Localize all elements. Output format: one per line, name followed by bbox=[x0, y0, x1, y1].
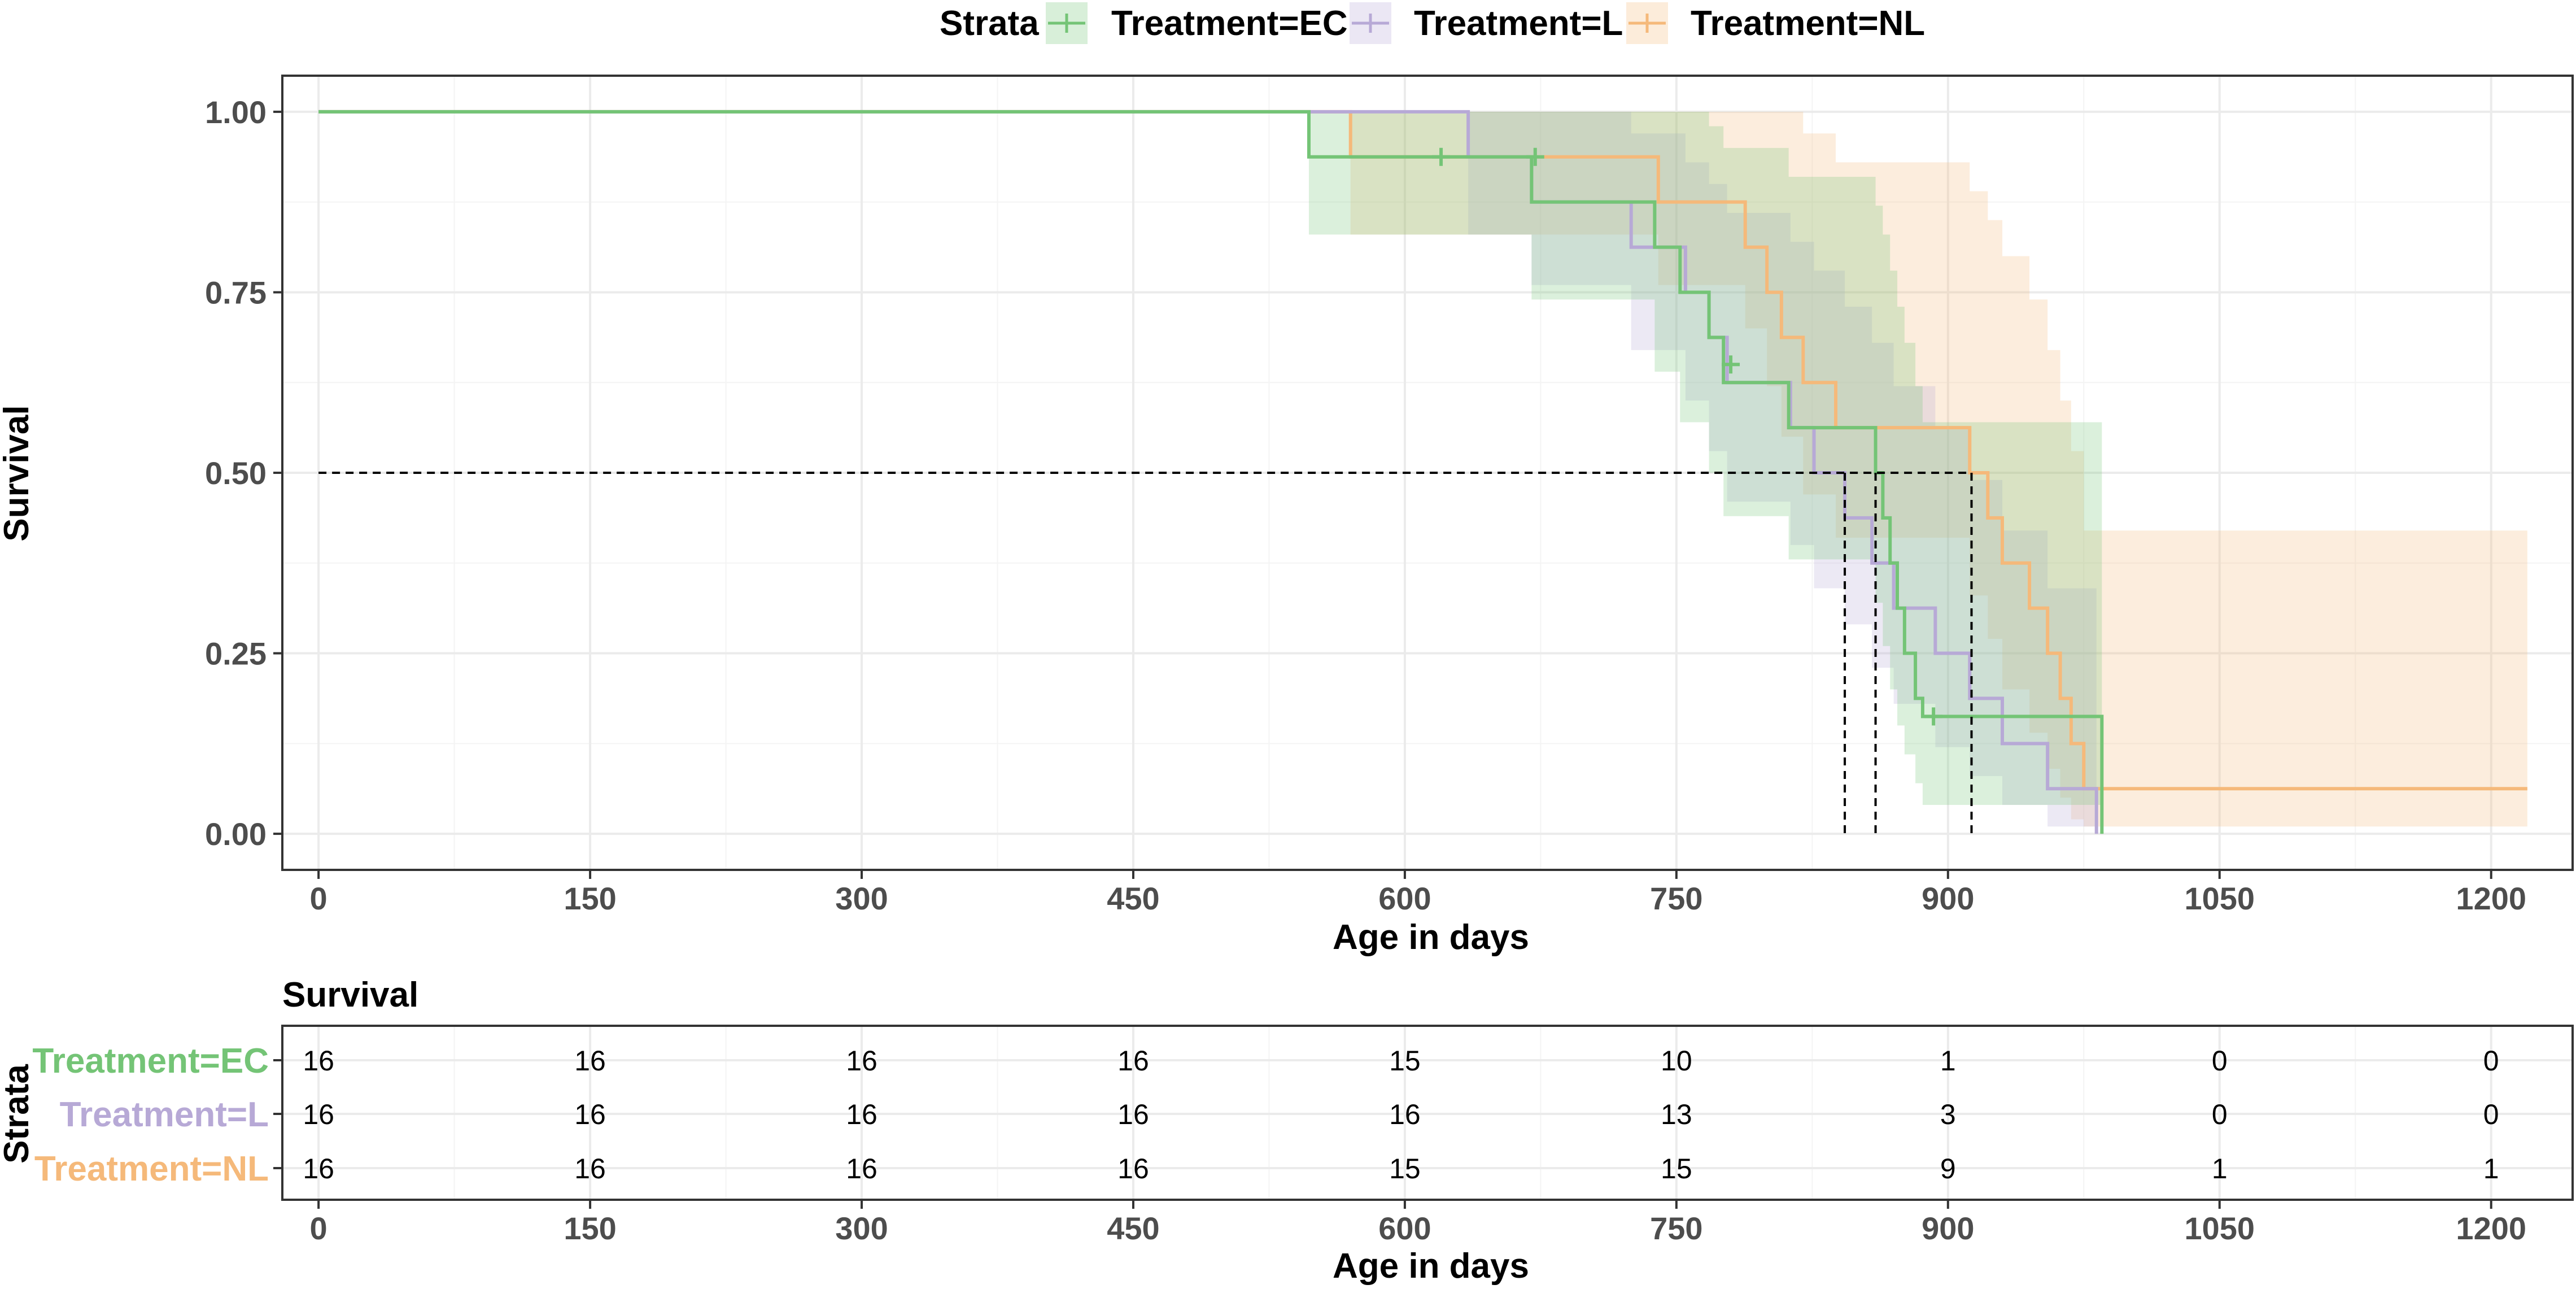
risk-cell-ec: 0 bbox=[2212, 1045, 2228, 1077]
risk-cell-l: 16 bbox=[574, 1099, 606, 1130]
x-axis-ticks: 0 150 300 450 600 750 900 1050 1200 bbox=[310, 870, 2526, 916]
risk-x-tick-label: 1200 bbox=[2456, 1210, 2526, 1246]
risk-table-gridlines bbox=[282, 1026, 2573, 1200]
censor-mark-ec bbox=[1722, 355, 1740, 374]
risk-cell-ec: 0 bbox=[2483, 1045, 2499, 1077]
x-tick-label: 300 bbox=[835, 881, 888, 916]
x-tick-label: 150 bbox=[564, 881, 616, 916]
risk-x-tick-label: 1050 bbox=[2184, 1210, 2255, 1246]
risk-x-tick-label: 150 bbox=[564, 1210, 616, 1246]
risk-row-label-ec: Treatment=EC bbox=[32, 1042, 269, 1081]
risk-table-x-ticks: 0 150 300 450 600 750 900 1050 1200 bbox=[310, 1200, 2526, 1246]
censor-mark-ec bbox=[1526, 147, 1544, 166]
legend-label-ec: Treatment=EC bbox=[1111, 4, 1348, 43]
risk-cell-ec: 10 bbox=[1661, 1045, 1692, 1077]
risk-table-cells: 16 16 16 16 15 10 1 0 016 16 16 16 16 13 3 0 016 16 16 16 15… bbox=[303, 1045, 2499, 1185]
risk-cell-nl: 15 bbox=[1389, 1153, 1421, 1185]
risk-cell-l: 16 bbox=[846, 1099, 877, 1130]
risk-x-tick-label: 0 bbox=[310, 1210, 328, 1246]
risk-cell-l: 13 bbox=[1661, 1099, 1692, 1130]
ci-band-nl bbox=[318, 111, 2527, 827]
risk-cell-ec: 1 bbox=[1940, 1045, 1956, 1077]
risk-cell-nl: 16 bbox=[574, 1153, 606, 1185]
risk-cell-nl: 9 bbox=[1940, 1153, 1956, 1185]
risk-row-label-nl: Treatment=NL bbox=[34, 1149, 269, 1188]
risk-x-tick-label: 600 bbox=[1378, 1210, 1431, 1246]
ci-band-l bbox=[318, 111, 2097, 834]
survival-curve-nl bbox=[318, 110, 2527, 791]
risk-table: Survival 16 16 16 16 15 10 1 0 016 16 16 16 16 13 3 0 01… bbox=[0, 976, 2574, 1286]
risk-x-tick-label: 300 bbox=[835, 1210, 888, 1246]
risk-cell-l: 16 bbox=[303, 1099, 334, 1130]
x-axis-title: Age in days bbox=[1333, 918, 1529, 957]
survival-plot: 0.00 0.25 0.50 0.75 1.00 0 150 300 450 600 750 900… bbox=[0, 75, 2574, 957]
risk-cell-nl: 16 bbox=[846, 1153, 877, 1185]
risk-cell-ec: 15 bbox=[1389, 1045, 1421, 1077]
x-tick-label: 600 bbox=[1378, 881, 1431, 916]
risk-cell-l: 3 bbox=[1940, 1099, 1956, 1130]
x-tick-label: 0 bbox=[310, 881, 328, 916]
y-tick-label: 0.00 bbox=[205, 816, 267, 852]
risk-cell-ec: 16 bbox=[846, 1045, 877, 1077]
legend-label-nl: Treatment=NL bbox=[1691, 4, 1925, 43]
risk-x-tick-label: 450 bbox=[1107, 1210, 1159, 1246]
risk-cell-nl: 1 bbox=[2212, 1153, 2228, 1185]
y-tick-label: 0.50 bbox=[205, 455, 267, 491]
y-axis-ticks: 0.00 0.25 0.50 0.75 1.00 bbox=[205, 94, 282, 852]
risk-table-title: Survival bbox=[282, 976, 418, 1014]
risk-row-label-l: Treatment=L bbox=[60, 1095, 269, 1134]
censor-mark-ec bbox=[1432, 147, 1451, 166]
risk-cell-nl: 16 bbox=[303, 1153, 334, 1185]
risk-table-row-labels: Treatment=EC Treatment=L Treatment=NL bbox=[32, 1042, 282, 1188]
legend-key-nl: Treatment=NL bbox=[1626, 2, 1925, 44]
x-tick-label: 750 bbox=[1650, 881, 1702, 916]
risk-x-tick-label: 750 bbox=[1650, 1210, 1702, 1246]
median-lines bbox=[318, 472, 1973, 834]
risk-cell-l: 16 bbox=[1117, 1099, 1149, 1130]
risk-cell-ec: 16 bbox=[1117, 1045, 1149, 1077]
x-tick-label: 900 bbox=[1922, 881, 1974, 916]
x-tick-label: 1200 bbox=[2456, 881, 2526, 916]
risk-cell-l: 0 bbox=[2483, 1099, 2499, 1130]
legend: Strata Treatment=EC Treatment=L Treatmen… bbox=[940, 2, 1925, 44]
censor-mark-ec bbox=[1924, 707, 1943, 726]
y-tick-label: 1.00 bbox=[205, 94, 267, 130]
y-tick-label: 0.75 bbox=[205, 275, 267, 310]
x-tick-label: 1050 bbox=[2184, 881, 2255, 916]
risk-cell-nl: 15 bbox=[1661, 1153, 1692, 1185]
censor-marks bbox=[1432, 147, 1943, 726]
risk-cell-nl: 1 bbox=[2483, 1153, 2499, 1185]
legend-label-l: Treatment=L bbox=[1414, 4, 1623, 43]
risk-table-x-title: Age in days bbox=[1333, 1247, 1529, 1286]
legend-key-l: Treatment=L bbox=[1350, 2, 1623, 44]
legend-key-ec: Treatment=EC bbox=[1046, 2, 1348, 44]
risk-cell-nl: 16 bbox=[1117, 1153, 1149, 1185]
y-axis-title: Survival bbox=[0, 405, 36, 541]
risk-cell-l: 16 bbox=[1389, 1099, 1421, 1130]
survival-curve-ec bbox=[318, 110, 2104, 834]
y-tick-label: 0.25 bbox=[205, 636, 267, 672]
x-tick-label: 450 bbox=[1107, 881, 1159, 916]
risk-table-y-title: Strata bbox=[0, 1064, 36, 1164]
ci-band-ec bbox=[318, 111, 2102, 805]
risk-cell-ec: 16 bbox=[574, 1045, 606, 1077]
legend-title: Strata bbox=[940, 4, 1039, 43]
risk-x-tick-label: 900 bbox=[1922, 1210, 1974, 1246]
confidence-bands bbox=[318, 111, 2527, 834]
risk-cell-ec: 16 bbox=[303, 1045, 334, 1077]
risk-cell-l: 0 bbox=[2212, 1099, 2228, 1130]
